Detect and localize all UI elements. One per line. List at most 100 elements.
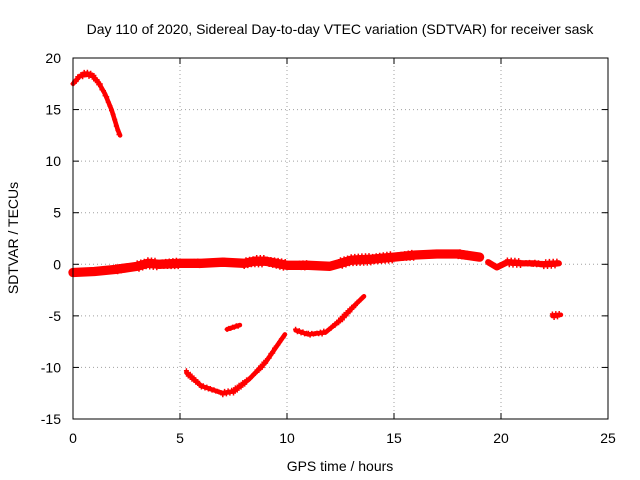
data-point — [277, 339, 283, 345]
data-point — [91, 73, 97, 78]
x-tick-label: 5 — [176, 430, 184, 446]
x-tick-label: 15 — [386, 430, 402, 446]
data-point — [112, 117, 118, 122]
data-point — [129, 265, 135, 271]
data-point — [183, 368, 189, 374]
data-point — [154, 265, 160, 271]
data-point — [345, 255, 351, 261]
x-tick-label: 0 — [69, 430, 77, 446]
data-point — [234, 387, 240, 393]
y-tick-label: 20 — [45, 50, 61, 66]
data-point — [140, 265, 146, 271]
x-axis-label: GPS time / hours — [287, 458, 394, 474]
data-point — [242, 381, 248, 387]
data-point — [282, 259, 288, 264]
data-point — [113, 123, 119, 129]
data-point — [323, 265, 329, 270]
data-point — [122, 267, 128, 273]
series-tail-band-markers — [485, 257, 560, 270]
data-point — [195, 258, 201, 264]
data-point — [115, 269, 121, 275]
data-point — [430, 249, 436, 255]
data-point — [270, 350, 276, 356]
data-point — [229, 387, 235, 393]
x-tick-label: 10 — [279, 430, 295, 446]
y-tick-label: 10 — [45, 153, 61, 169]
data-point — [125, 266, 131, 272]
data-point — [332, 263, 338, 269]
data-point — [238, 384, 244, 390]
data-point — [94, 77, 100, 83]
series-arc-early-markers — [70, 69, 122, 137]
data-point — [97, 81, 103, 87]
x-tick-label: 25 — [600, 430, 616, 446]
data-point — [104, 94, 110, 100]
y-tick-label: -5 — [49, 308, 62, 324]
data-point — [83, 72, 89, 78]
data-point — [359, 295, 365, 300]
data-point — [266, 355, 272, 361]
data-point — [329, 265, 335, 270]
data-point — [347, 309, 353, 315]
grid — [73, 58, 608, 419]
data-point — [503, 261, 509, 267]
data-point — [138, 259, 144, 265]
data-point — [389, 258, 395, 264]
data-point — [239, 260, 245, 266]
data-point — [107, 103, 113, 109]
data-point — [319, 331, 325, 337]
y-tick-label: -10 — [41, 359, 61, 375]
data-point — [332, 323, 338, 328]
data-point — [116, 132, 122, 137]
data-point — [461, 250, 467, 255]
data-point — [73, 78, 79, 84]
data-point — [336, 320, 342, 326]
data-point — [266, 262, 272, 267]
data-point — [270, 262, 276, 268]
data-point — [339, 317, 345, 323]
data-point — [175, 264, 181, 270]
y-axis-label: SDTVAR / TECUs — [5, 182, 21, 294]
data-point — [475, 253, 481, 259]
data-point — [275, 342, 281, 348]
data-point — [173, 257, 179, 263]
series-main-band-markers — [70, 249, 481, 276]
data-point — [464, 250, 470, 256]
y-tick-label: 5 — [53, 205, 61, 221]
y-tick-label: 15 — [45, 102, 61, 118]
data-point — [496, 265, 501, 270]
series-short-seg-2-markers — [549, 311, 562, 320]
data-point — [191, 375, 197, 381]
data-point — [259, 262, 265, 268]
data-point — [516, 258, 522, 264]
data-point — [136, 266, 142, 272]
data-point — [343, 262, 349, 268]
chart-title: Day 110 of 2020, Sidereal Day-to-day VTE… — [87, 21, 595, 37]
data-point — [539, 260, 545, 266]
y-tick-label: 0 — [53, 256, 61, 272]
data-point — [343, 313, 349, 319]
data-point — [556, 311, 562, 316]
data-point — [187, 371, 193, 377]
data-point — [368, 260, 374, 266]
data-point — [353, 302, 358, 308]
data-point — [341, 256, 347, 262]
data-point — [141, 258, 147, 264]
data-point — [132, 265, 138, 270]
data-point — [88, 271, 94, 276]
data-point — [256, 368, 262, 373]
data-point — [80, 74, 86, 80]
data-point — [101, 88, 106, 94]
data-point — [259, 364, 265, 370]
data-point — [339, 263, 345, 269]
data-point — [195, 379, 201, 384]
data-point — [118, 268, 124, 274]
series-arc-late-markers — [293, 295, 365, 338]
data-point — [245, 263, 251, 269]
data-point — [110, 111, 116, 117]
plot-frame — [72, 57, 609, 420]
data-point — [109, 108, 114, 113]
series-arc-mid-markers — [183, 335, 286, 398]
data-point — [152, 257, 158, 263]
